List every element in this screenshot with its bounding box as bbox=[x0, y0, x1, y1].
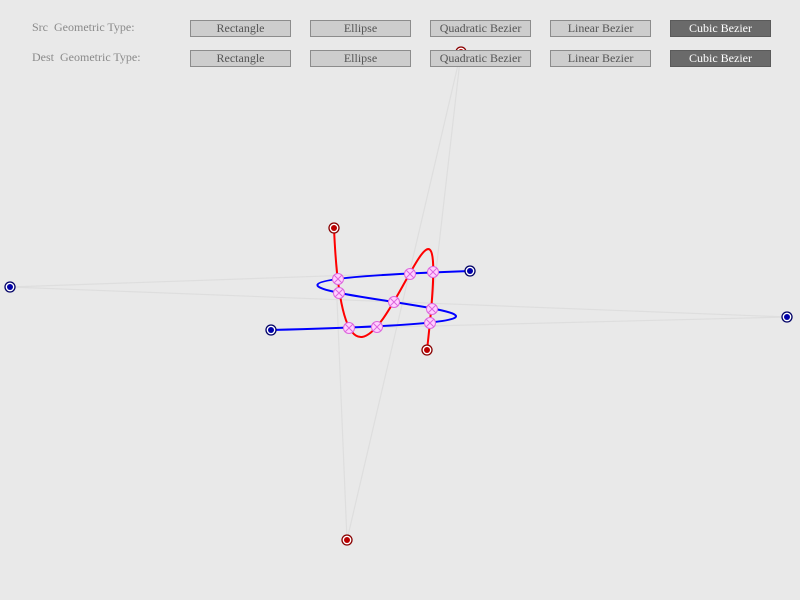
intersection-markers bbox=[332, 266, 439, 334]
dest-type-label: Dest Geometric Type: bbox=[32, 50, 141, 64]
src-control1-handle-icon[interactable] bbox=[341, 534, 353, 546]
src-end-handle-icon[interactable] bbox=[421, 344, 433, 356]
intersection-marker-icon bbox=[333, 287, 345, 299]
dest-linear-bezier-button[interactable]: Linear Bezier bbox=[550, 50, 651, 67]
src-type-label: Src Geometric Type: bbox=[32, 20, 135, 34]
intersection-marker-icon bbox=[332, 273, 344, 285]
src-cubic-bezier-curve[interactable] bbox=[333, 227, 435, 351]
src-linear-bezier-button[interactable]: Linear Bezier bbox=[550, 20, 651, 37]
intersection-marker-icon bbox=[388, 296, 400, 308]
dest-control1-handle-icon[interactable] bbox=[781, 311, 793, 323]
src-ellipse-button[interactable]: Ellipse bbox=[310, 20, 411, 37]
src-control-line bbox=[346, 51, 462, 541]
intersection-marker-icon bbox=[427, 266, 439, 278]
dest-ellipse-button[interactable]: Ellipse bbox=[310, 50, 411, 67]
intersection-marker-icon bbox=[404, 268, 416, 280]
dest-control-points bbox=[4, 265, 793, 336]
src-control-points bbox=[328, 46, 467, 546]
dest-cubic-bezier-button[interactable]: Cubic Bezier bbox=[670, 50, 771, 67]
dest-rectangle-button[interactable]: Rectangle bbox=[190, 50, 291, 67]
dest-start-handle-icon[interactable] bbox=[265, 324, 277, 336]
intersection-marker-icon bbox=[424, 317, 436, 329]
intersection-marker-icon bbox=[426, 303, 438, 315]
dest-end-handle-icon[interactable] bbox=[464, 265, 476, 277]
intersection-marker-icon bbox=[343, 322, 355, 334]
dest-control2-handle-icon[interactable] bbox=[4, 281, 16, 293]
control-lines bbox=[9, 51, 788, 541]
src-quadratic-bezier-button[interactable]: Quadratic Bezier bbox=[430, 20, 531, 37]
src-cubic-bezier-button[interactable]: Cubic Bezier bbox=[670, 20, 771, 37]
intersection-marker-icon bbox=[371, 321, 383, 333]
dest-quadratic-bezier-button[interactable]: Quadratic Bezier bbox=[430, 50, 531, 67]
src-start-handle-icon[interactable] bbox=[328, 222, 340, 234]
src-rectangle-button[interactable]: Rectangle bbox=[190, 20, 291, 37]
